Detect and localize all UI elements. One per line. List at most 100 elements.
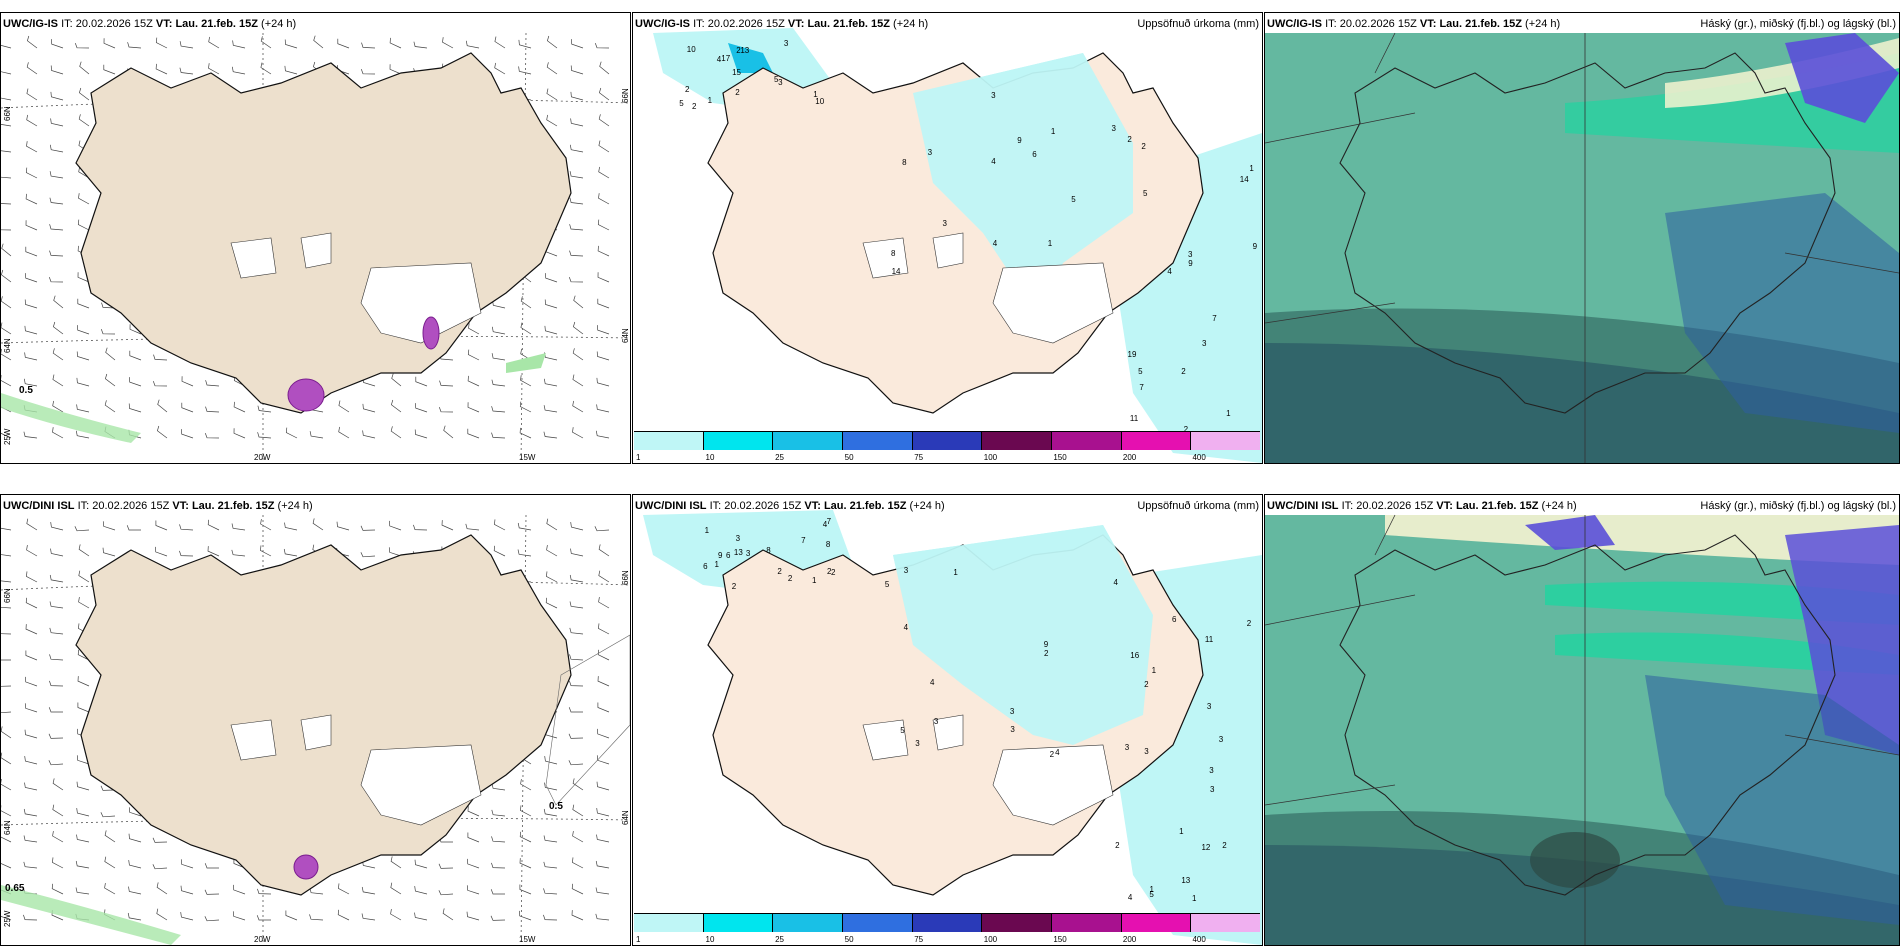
colorbar-label: 1	[636, 935, 641, 944]
wind-barb	[23, 861, 38, 869]
green-band	[506, 353, 546, 373]
wind-barb	[101, 302, 116, 309]
precip-value: 11	[1204, 634, 1214, 644]
wind-barb	[232, 40, 246, 49]
wind-barb	[568, 733, 584, 739]
wind-barb	[25, 650, 38, 661]
wind-barb	[24, 756, 38, 765]
precip-value: 3	[1202, 339, 1207, 349]
wind-barb	[568, 760, 584, 766]
wind-barb	[49, 654, 64, 661]
panel-right-title: Háský (gr.), miðský (fj.bl.) og lágský (…	[1700, 18, 1896, 30]
wind-barb	[312, 518, 324, 531]
wind-barb	[76, 808, 90, 817]
precip-value: 9	[1017, 136, 1022, 146]
panel-title: UWC/IG-IS IT: 20.02.2026 15Z VT: Lau. 21…	[3, 18, 297, 30]
wind-barb	[208, 63, 220, 75]
wind-barb	[546, 35, 558, 49]
lat-label: 64N	[3, 338, 12, 353]
wind-barb	[23, 431, 38, 439]
wind-barb	[153, 354, 168, 361]
wind-barb	[23, 914, 38, 921]
precip-blob	[293, 854, 319, 880]
wind-barb	[204, 432, 220, 439]
precip-value: 13	[1181, 876, 1191, 886]
wind-barb	[337, 909, 350, 921]
wind-barb	[155, 546, 168, 557]
wind-barb	[48, 707, 63, 713]
wind-barb	[520, 322, 532, 335]
wind-barb	[231, 549, 246, 557]
wind-barb	[284, 522, 298, 531]
wind-barb	[78, 114, 90, 127]
wind-barb	[76, 351, 90, 361]
wind-barb	[50, 522, 64, 531]
wind-barb	[491, 379, 506, 387]
wind-barb	[50, 118, 64, 127]
wind-barb	[546, 545, 558, 557]
wind-barb	[26, 114, 38, 127]
wind-barb	[285, 427, 298, 439]
wind-barb	[309, 914, 324, 921]
precip-value: 3	[991, 90, 996, 100]
precip-value: 2	[1183, 425, 1189, 435]
wind-barb	[179, 524, 194, 531]
wind-barb	[1, 711, 12, 714]
wind-barb	[443, 425, 454, 439]
colorbar-segment	[773, 914, 844, 932]
wind-barb	[597, 676, 610, 687]
colorbar-label: 400	[1192, 453, 1206, 462]
wind-barb	[309, 887, 324, 895]
wind-barb	[26, 62, 38, 75]
precip-value: 2	[1044, 649, 1049, 659]
wind-barb	[491, 862, 506, 869]
precip-value: 9	[718, 550, 723, 560]
precip-value: 5	[1149, 890, 1154, 900]
wind-barb	[77, 649, 90, 661]
wind-barb	[520, 296, 532, 309]
wind-barb	[572, 374, 584, 387]
wind-barb	[543, 808, 558, 817]
wind-barb	[1, 805, 12, 817]
precip-value: 8	[891, 249, 896, 259]
precip-value: 5	[1142, 189, 1148, 198]
precip-value: 2	[1222, 841, 1227, 850]
colorbar-label: 150	[1053, 453, 1067, 462]
wind-barb	[49, 680, 64, 687]
colorbar	[634, 431, 1261, 450]
wind-label: 0.5	[549, 801, 563, 812]
wind-barb	[49, 144, 64, 153]
wind-barb	[519, 858, 532, 869]
wind-barb	[179, 41, 194, 49]
wind-barb	[50, 548, 64, 557]
precip-value: 5	[884, 579, 890, 589]
wind-barb	[598, 544, 610, 557]
lat-label: 66N	[621, 570, 630, 585]
wind-barb	[49, 574, 64, 583]
precip-value: 1	[1151, 665, 1157, 675]
wind-barb	[439, 380, 454, 387]
wind-barb	[415, 403, 428, 413]
wind-barb	[77, 325, 90, 335]
wind-barb	[51, 883, 64, 895]
wind-barb	[76, 404, 90, 413]
colorbar-segment	[843, 432, 913, 450]
wind-barb	[127, 42, 142, 49]
wind-barb	[517, 522, 532, 531]
wind-barb	[233, 428, 246, 439]
wind-barb	[389, 37, 402, 49]
wind-barb	[128, 860, 142, 869]
wind-barb	[256, 915, 271, 921]
glacier	[360, 744, 482, 826]
lat-label: 66N	[621, 88, 630, 103]
wind-barb	[1, 554, 12, 557]
lat-label: 64N	[3, 820, 12, 835]
wind-barb	[546, 88, 558, 101]
wind-barb	[103, 64, 116, 75]
lat-label: 64N	[621, 328, 630, 343]
wind-barb	[76, 781, 90, 791]
wind-barb	[1, 726, 12, 739]
precip-value: 4	[991, 156, 996, 166]
precip-value: 10	[815, 97, 825, 107]
wind-barb	[23, 808, 38, 817]
